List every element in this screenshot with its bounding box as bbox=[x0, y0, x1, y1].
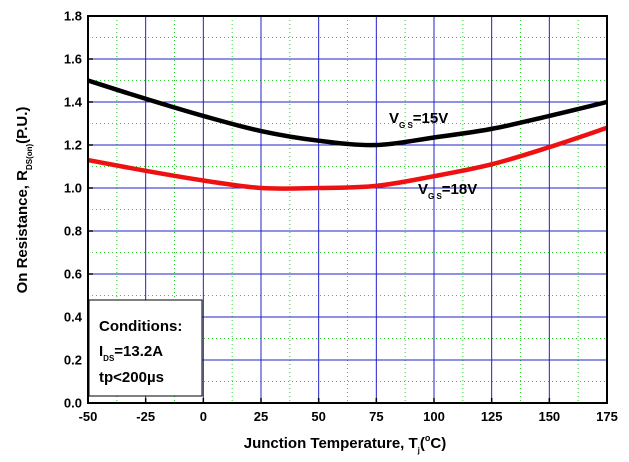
x-tick-label: -50 bbox=[79, 409, 98, 424]
x-tick-label: 150 bbox=[538, 409, 560, 424]
plot-frame bbox=[87, 15, 608, 404]
conditions-box: Conditions: IDS=13.2A tp<200µs bbox=[88, 299, 203, 397]
x-tick-label: -25 bbox=[136, 409, 155, 424]
x-tick-label: 25 bbox=[254, 409, 268, 424]
y-tick-label: 1.8 bbox=[64, 9, 82, 24]
y-tick-label: 0.0 bbox=[64, 396, 82, 411]
y-tick-label: 1.0 bbox=[64, 181, 82, 196]
x-tick-label: 75 bbox=[369, 409, 383, 424]
y-tick-label: 0.4 bbox=[64, 310, 83, 325]
conditions-current: IDS=13.2A bbox=[99, 343, 163, 363]
x-tick-label: 0 bbox=[200, 409, 207, 424]
y-tick-label: 1.4 bbox=[64, 95, 83, 110]
series-label-18v: VG S=18V bbox=[418, 181, 477, 201]
y-tick-label: 0.6 bbox=[64, 267, 82, 282]
series-line-15v bbox=[87, 78, 608, 148]
series-layer bbox=[87, 78, 608, 191]
y-tick-label: 0.8 bbox=[64, 224, 82, 239]
x-tick-label: 50 bbox=[311, 409, 325, 424]
major-grid bbox=[87, 15, 608, 404]
conditions-title: Conditions: bbox=[99, 318, 182, 335]
x-axis-label: Junction Temperature, Tj(oC) bbox=[244, 433, 446, 455]
y-tick-label: 1.6 bbox=[64, 52, 82, 67]
series-line-18v bbox=[87, 125, 608, 191]
x-tick-label: 125 bbox=[481, 409, 503, 424]
y-tick-label: 0.2 bbox=[64, 353, 82, 368]
x-tick-label: 100 bbox=[423, 409, 445, 424]
y-tick-label: 1.2 bbox=[64, 138, 82, 153]
tick-layer: -50 -25 0 25 50 75 100 125 150 175 0.0 0.2 0.4 0.6 0.8… bbox=[64, 9, 618, 425]
series-label-15v: VG S=15V bbox=[389, 110, 448, 130]
x-tick-label: 175 bbox=[596, 409, 618, 424]
y-axis-label: On Resistance, RDS(on)(P.U.) bbox=[14, 107, 34, 294]
conditions-pulse: tp<200µs bbox=[99, 369, 164, 386]
